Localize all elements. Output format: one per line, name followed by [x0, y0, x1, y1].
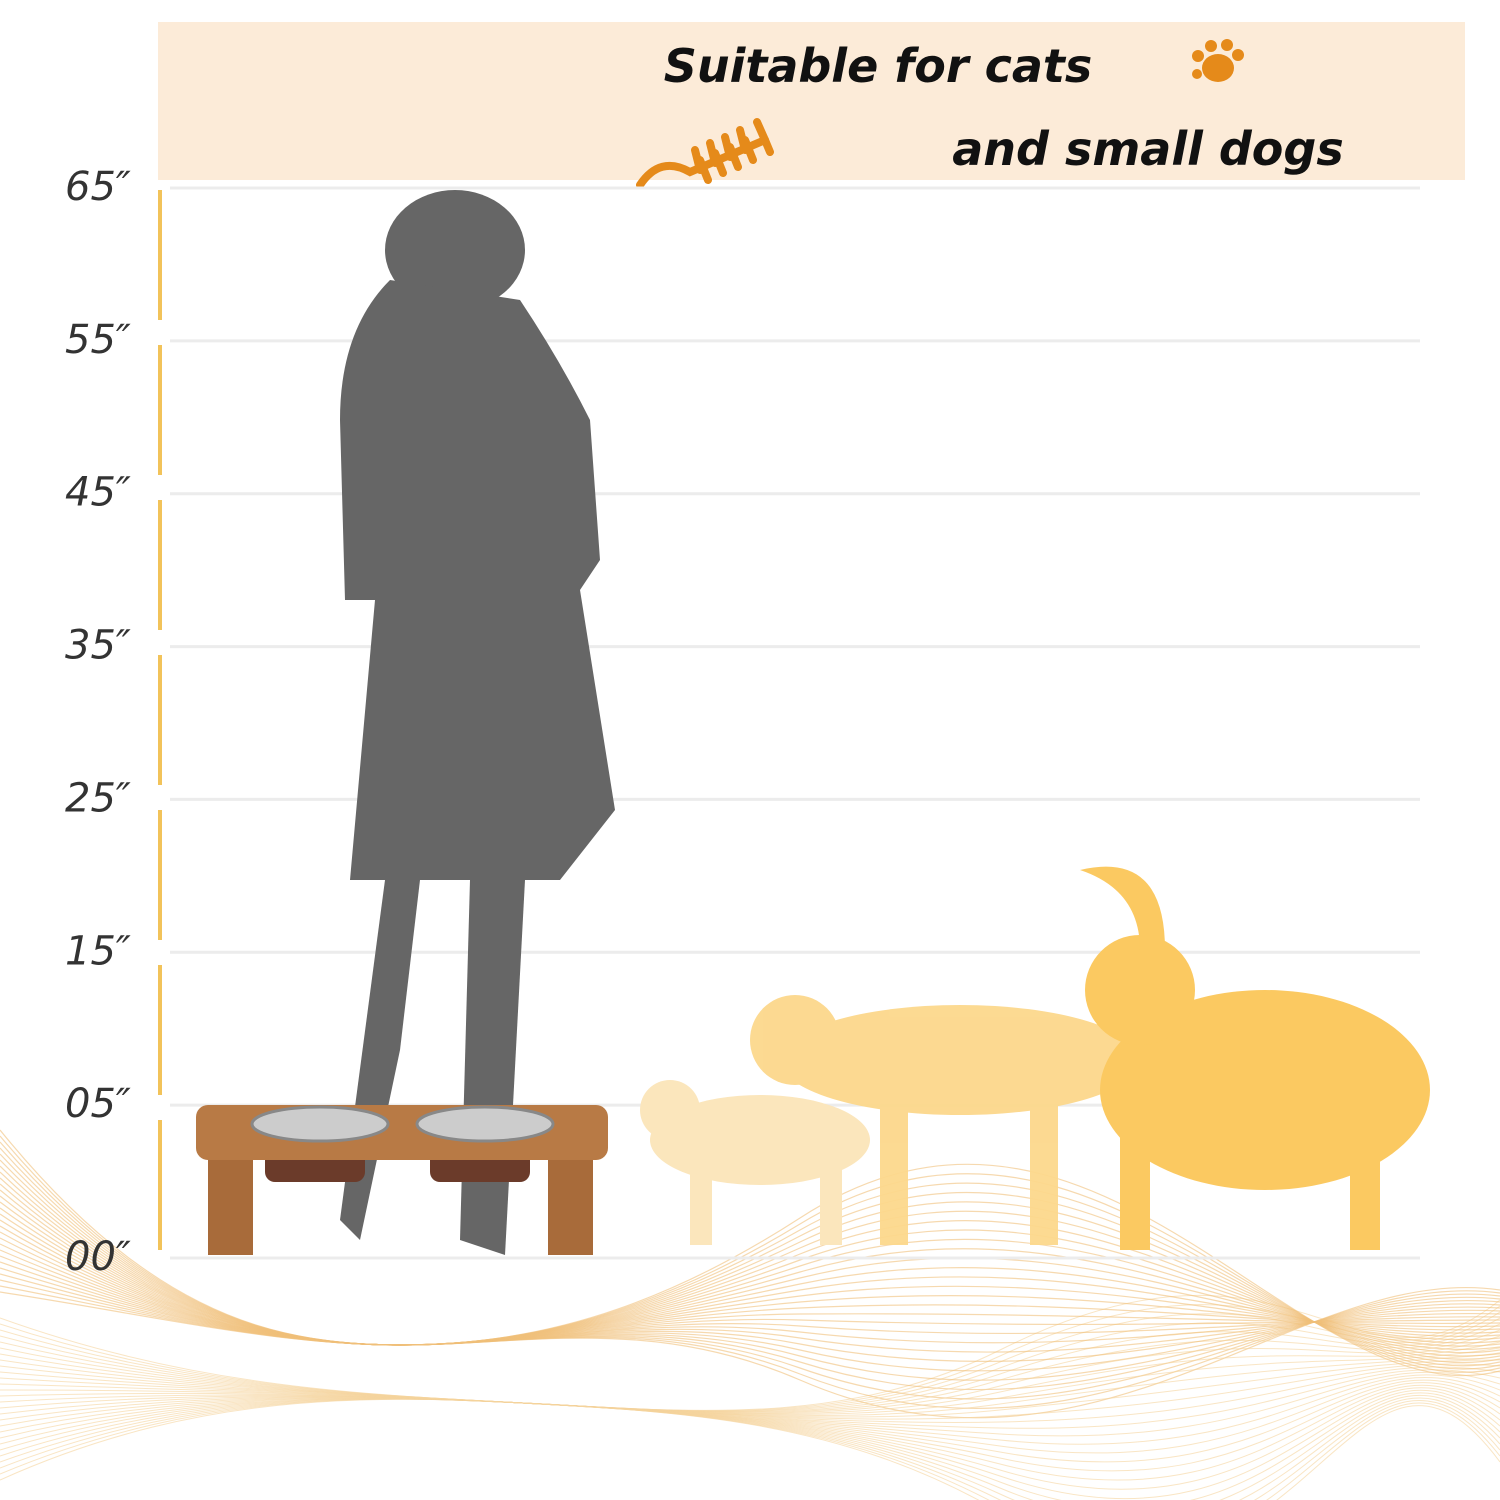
- small-cat: [640, 1080, 870, 1245]
- header-band: [158, 22, 1465, 180]
- wave-line: [0, 1335, 1500, 1445]
- wave-line: [0, 1353, 1500, 1499]
- bowl-stand: [196, 1105, 608, 1255]
- scale-label: 05″: [65, 1081, 131, 1127]
- wave-line: [0, 1363, 1500, 1420]
- scale-label: 55″: [65, 317, 131, 363]
- wave-line: [0, 1359, 1500, 1421]
- wave-line: [0, 1317, 1500, 1463]
- wave-line: [0, 1163, 1500, 1377]
- wave-decoration: [0, 1129, 1500, 1500]
- wave-line: [0, 1347, 1500, 1433]
- wave-line: [0, 1341, 1500, 1439]
- scale-label: 35″: [65, 623, 131, 669]
- scale-label: 25″: [65, 775, 131, 821]
- fish-icon: [636, 118, 774, 189]
- dog: [1080, 866, 1430, 1250]
- scale-label: 00″: [65, 1234, 131, 1280]
- wave-line: [0, 1353, 1500, 1427]
- girl-silhouette: [340, 190, 615, 1255]
- scale-label: 45″: [65, 470, 131, 516]
- wave-line: [0, 1347, 1500, 1500]
- scale-label: 15″: [65, 928, 131, 974]
- wave-line: [0, 1317, 1500, 1500]
- paw-icon: [1192, 39, 1244, 82]
- cat: [750, 995, 1140, 1245]
- wave-line: [0, 1329, 1500, 1451]
- header-line-2: and small dogs: [952, 122, 1343, 176]
- scale-label: 65″: [65, 164, 131, 210]
- header-line-1: Suitable for cats: [664, 39, 1093, 93]
